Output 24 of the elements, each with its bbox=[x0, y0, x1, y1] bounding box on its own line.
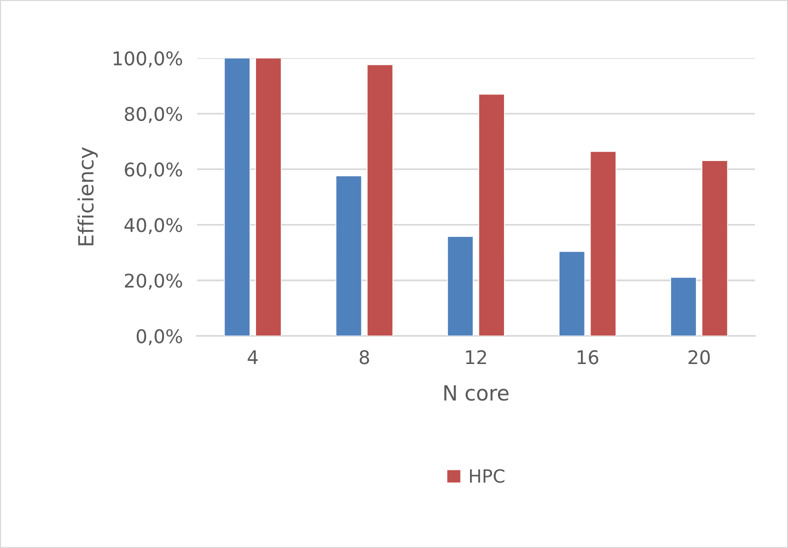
bar bbox=[478, 94, 505, 336]
bar bbox=[590, 151, 616, 336]
x-tick-label: 12 bbox=[466, 350, 486, 364]
y-tick-label: 80,0% bbox=[124, 106, 182, 123]
bar bbox=[558, 251, 586, 336]
bar bbox=[701, 160, 728, 336]
legend-label: HPC bbox=[470, 469, 504, 483]
y-tick-label: 0,0% bbox=[136, 329, 182, 346]
x-tick-label: 4 bbox=[248, 350, 258, 364]
x-tick-label: 16 bbox=[578, 350, 598, 364]
bar bbox=[255, 58, 282, 336]
y-tick-label: 100,0% bbox=[114, 51, 182, 68]
bar bbox=[224, 58, 250, 336]
x-tick-label: 20 bbox=[688, 350, 710, 364]
x-tick-label: 8 bbox=[360, 350, 370, 364]
x-axis-title: N core bbox=[444, 385, 508, 401]
bar bbox=[366, 64, 394, 336]
y-tick-label: 20,0% bbox=[124, 274, 182, 290]
bar bbox=[447, 236, 474, 336]
bar bbox=[670, 276, 697, 336]
y-tick-label: 40,0% bbox=[124, 218, 182, 234]
y-axis-title: Efficiency bbox=[78, 147, 98, 246]
y-tick-label: 60,0% bbox=[124, 162, 182, 179]
bar bbox=[336, 175, 362, 336]
